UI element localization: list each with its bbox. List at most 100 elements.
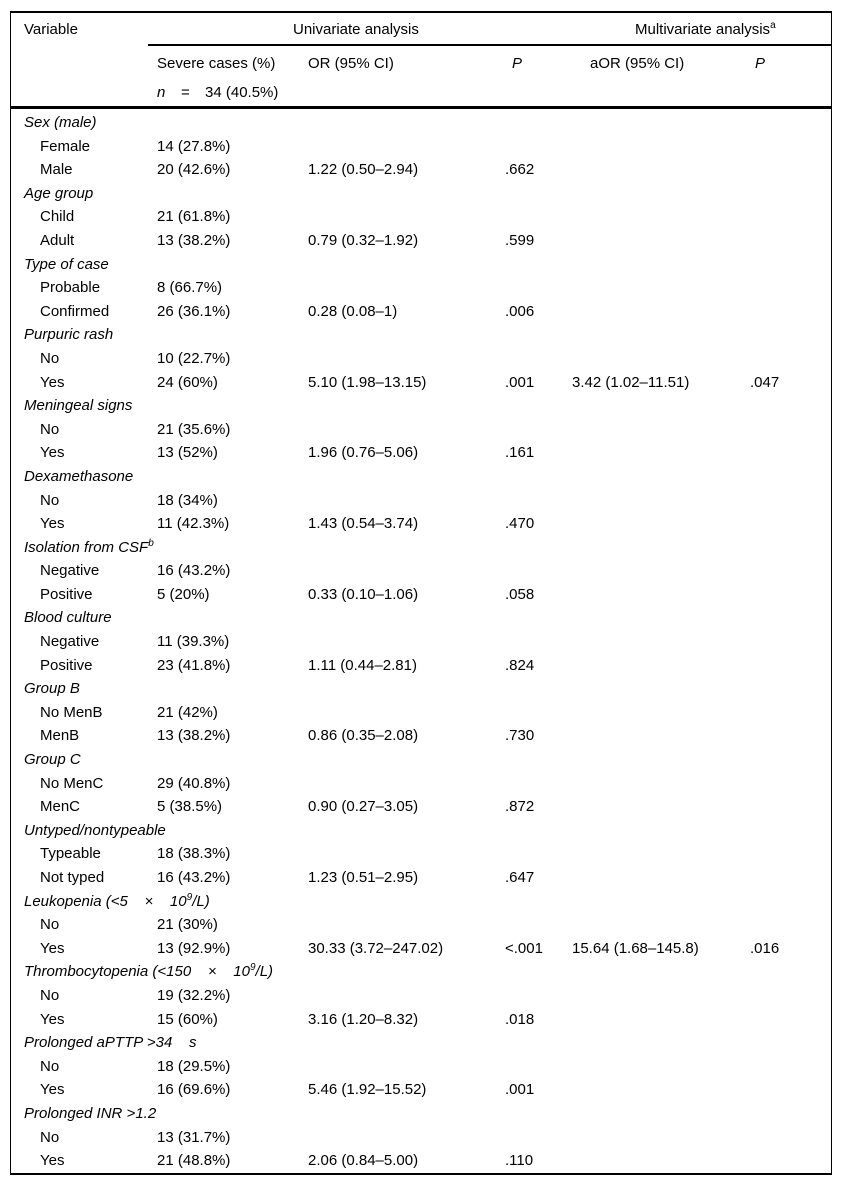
table-row: Typeable 18 (38.3%)	[11, 842, 831, 866]
cell-severe-cases: 8 (66.7%)	[157, 279, 223, 297]
label-text: /L)	[192, 892, 210, 910]
row-group-label: Sex (male)	[24, 111, 97, 135]
table-row: No 13 (31.7%)	[11, 1126, 831, 1150]
row-group-label: Age group	[24, 182, 93, 206]
cell-severe-cases: 10 (22.7%)	[157, 349, 231, 367]
cell-severe-cases: 18 (29.5%)	[157, 1057, 231, 1075]
label-text: Age group	[24, 184, 94, 202]
table-row: Age group	[11, 182, 831, 206]
row-item-label: Not typed	[40, 869, 105, 886]
cell-or: 0.86 (0.35–2.08)	[308, 727, 419, 745]
row-item-label: No	[40, 420, 60, 438]
superscript: b	[148, 537, 154, 549]
row-item-label: Typeable	[40, 845, 101, 863]
row-group-label: Type of case	[24, 253, 109, 277]
cell-or: 0.79 (0.32–1.92)	[308, 231, 419, 249]
table-row: Probable 8 (66.7%)	[11, 276, 831, 300]
label-text: Leukopenia (<5 × 10	[24, 892, 187, 910]
row-item-label: No MenC	[40, 774, 104, 792]
column-header-p-multivariate: P	[755, 55, 766, 72]
table-row: Child 21 (61.8%)	[11, 205, 831, 229]
cell-p-univariate: .470	[505, 515, 535, 533]
cell-or: 5.10 (1.98–13.15)	[308, 373, 427, 391]
cell-p-univariate: .110	[505, 1152, 534, 1170]
cell-p-univariate: .824	[505, 656, 535, 674]
table-row: Negative 16 (43.2%)	[11, 559, 831, 583]
row-item-label: Negative	[40, 633, 100, 651]
table-row: Positive 5 (20%) 0.33 (0.10–1.06) .058	[11, 583, 831, 607]
table-row: Confirmed 26 (36.1%) 0.28 (0.08–1) .006	[11, 300, 831, 324]
row-item-label: No	[40, 491, 60, 509]
table-row: No 21 (30%)	[11, 913, 831, 937]
label-text: Blood culture	[24, 609, 112, 627]
table-row: Type of case	[11, 253, 831, 277]
column-header-variable: Variable	[24, 21, 78, 38]
row-item-label: No	[40, 986, 60, 1004]
table-header: Variable Univariate analysis Multivariat…	[11, 13, 831, 109]
label-text: Group C	[24, 751, 81, 769]
cell-severe-cases: 13 (38.2%)	[157, 231, 231, 249]
row-group-label: Purpuric rash	[24, 323, 113, 347]
table-row: No 19 (32.2%)	[11, 984, 831, 1008]
table-row: MenC 5 (38.5%) 0.90 (0.27–3.05) .872	[11, 795, 831, 819]
cell-severe-cases: 18 (38.3%)	[157, 845, 231, 863]
cell-p-multivariate: .047	[750, 373, 780, 391]
label-text: Group B	[24, 680, 80, 698]
cell-p-univariate: .872	[505, 798, 535, 816]
table-row: Isolation from CSFb	[11, 536, 831, 560]
cell-p-multivariate: .016	[750, 939, 780, 957]
table-row: Yes 24 (60%) 5.10 (1.98–13.15) .001 3.42 (1.…	[11, 371, 831, 395]
cell-severe-cases: 21 (61.8%)	[157, 208, 231, 226]
column-header-or: OR (95% CI)	[308, 55, 394, 72]
table-row: MenB 13 (38.2%) 0.86 (0.35–2.08) .730	[11, 724, 831, 748]
table-row: Yes 16 (69.6%) 5.46 (1.92–15.52) .001	[11, 1078, 831, 1102]
column-header-p-univariate: P	[512, 55, 523, 72]
n-symbol: n	[157, 84, 166, 101]
table-row: Yes 13 (52%) 1.96 (0.76–5.06) .161	[11, 441, 831, 465]
cell-severe-cases: 23 (41.8%)	[157, 656, 231, 674]
cell-p-univariate: .006	[505, 302, 535, 320]
cell-or: 3.16 (1.20–8.32)	[308, 1010, 419, 1028]
cell-p-univariate: .001	[505, 1081, 535, 1099]
cell-severe-cases: 11 (42.3%)	[157, 515, 230, 533]
table-row: Group B	[11, 677, 831, 701]
row-item-label: Yes	[40, 1081, 65, 1099]
table-row: Meningeal signs	[11, 394, 831, 418]
row-item-label: MenB	[40, 727, 80, 745]
spanner-rule	[148, 44, 831, 46]
cell-or: 1.96 (0.76–5.06)	[308, 444, 419, 462]
table-row: Yes 15 (60%) 3.16 (1.20–8.32) .018	[11, 1008, 831, 1032]
analysis-table: Variable Univariate analysis Multivariat…	[10, 11, 832, 1175]
row-item-label: Adult	[40, 231, 75, 249]
row-item-label: Yes	[40, 939, 65, 957]
n-value: 34 (40.5%)	[205, 84, 279, 101]
cell-p-univariate: <.001	[505, 939, 543, 957]
cell-severe-cases: 16 (69.6%)	[157, 1081, 231, 1099]
cell-or: 0.28 (0.08–1)	[308, 302, 398, 320]
row-item-label: Female	[40, 137, 91, 155]
cell-severe-cases: 5 (38.5%)	[157, 798, 223, 816]
table-row: Prolonged aPTTP >34 s	[11, 1031, 831, 1055]
row-item-label: Yes	[40, 515, 65, 533]
cell-severe-cases: 5 (20%)	[157, 585, 210, 603]
table-row: No 21 (35.6%)	[11, 418, 831, 442]
table-row: Purpuric rash	[11, 323, 831, 347]
cell-severe-cases: 13 (52%)	[157, 444, 218, 462]
cell-p-univariate: .001	[505, 373, 535, 391]
cell-severe-cases: 14 (27.8%)	[157, 137, 231, 155]
cell-severe-cases: 13 (31.7%)	[157, 1128, 231, 1146]
cell-aor: 3.42 (1.02–11.51)	[572, 373, 690, 391]
cell-severe-cases: 26 (36.1%)	[157, 302, 231, 320]
row-item-label: Confirmed	[40, 302, 110, 320]
footnote-marker-a: a	[770, 20, 776, 31]
table-row: Positive 23 (41.8%) 1.11 (0.44–2.81) .824	[11, 654, 831, 678]
table-body: Sex (male) Female 14 (27.8%) Male 20 (42.6%)…	[11, 109, 831, 1173]
table-row: Not typed 16 (43.2%) 1.23 (0.51–2.95) .647	[11, 866, 831, 890]
table-row: Female 14 (27.8%)	[11, 135, 831, 159]
cell-p-univariate: .161	[505, 444, 535, 462]
row-group-label: Group C	[24, 748, 81, 772]
table-row: No 18 (29.5%)	[11, 1055, 831, 1079]
table-row: Leukopenia (<5 × 109/L)	[11, 890, 831, 914]
row-item-label: Yes	[40, 373, 65, 391]
label-text: /L)	[255, 963, 274, 981]
